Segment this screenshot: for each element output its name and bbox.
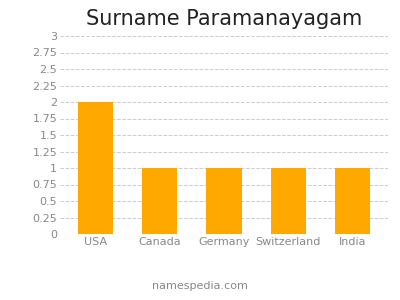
Text: namespedia.com: namespedia.com [152,281,248,291]
Bar [206,168,242,234]
Bar [142,168,177,234]
Bar [335,168,370,234]
Bar [78,102,113,234]
Title: Surname Paramanayagam: Surname Paramanayagam [86,9,362,29]
Bar [271,168,306,234]
